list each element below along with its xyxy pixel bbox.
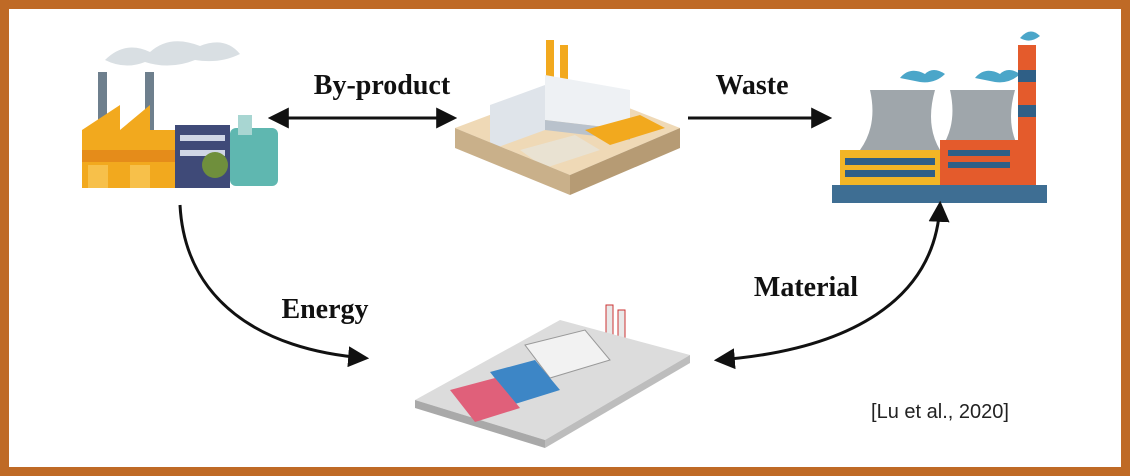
edge-label: By-product — [314, 70, 451, 101]
edge-label: Material — [754, 272, 858, 303]
factory-center — [455, 40, 680, 195]
edge-label: Waste — [715, 70, 788, 101]
power-plant — [832, 31, 1047, 203]
factory-left — [82, 41, 278, 188]
citation: [Lu et al., 2020] — [871, 401, 1009, 423]
factory-bottom — [415, 305, 690, 448]
edge-label: Energy — [281, 294, 368, 325]
arrow-energy — [180, 205, 365, 358]
diagram: By-product Waste Energy Material [Lu et … — [0, 0, 1130, 476]
